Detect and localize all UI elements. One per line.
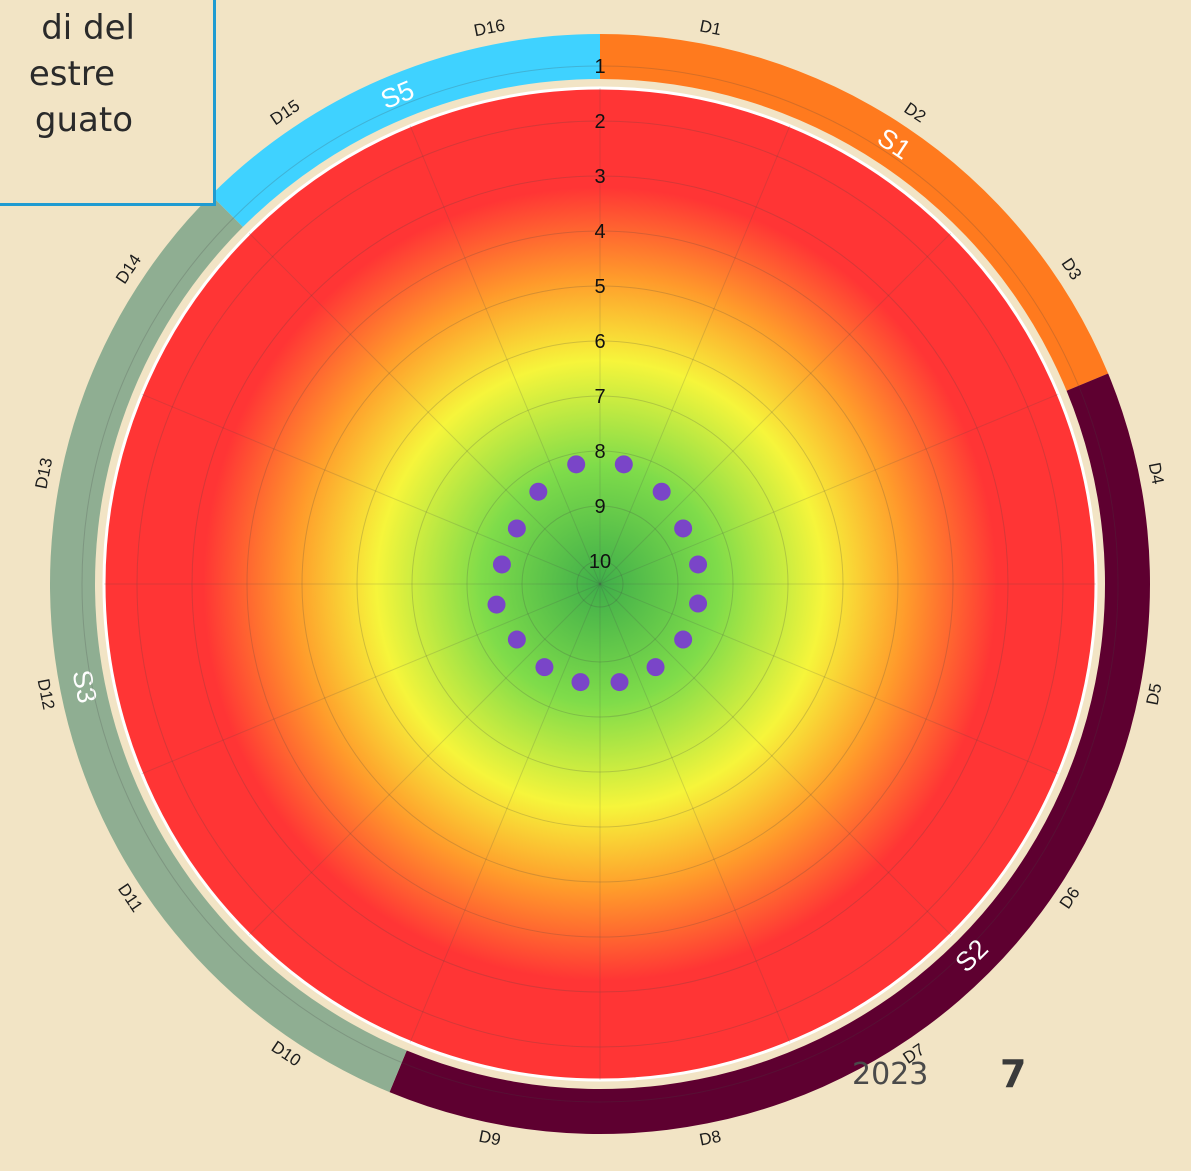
grid-ring bbox=[191, 175, 1009, 993]
note-line: di del bbox=[41, 8, 135, 48]
grid-ring bbox=[521, 505, 679, 663]
grid-spoke bbox=[599, 583, 791, 1043]
footer-date: 2023 bbox=[852, 1057, 929, 1092]
data-point bbox=[507, 519, 526, 538]
grid-ring bbox=[356, 340, 844, 828]
dimension-label: D16 bbox=[472, 16, 506, 41]
data-points bbox=[487, 455, 708, 692]
note-line: estre bbox=[28, 54, 115, 94]
dimension-label: D15 bbox=[267, 96, 303, 129]
grid-ring bbox=[576, 560, 624, 608]
note-line: guato bbox=[34, 100, 133, 140]
grid-spoke bbox=[599, 393, 1059, 585]
dimension-label: D1 bbox=[698, 16, 723, 39]
section-arc-s1 bbox=[600, 34, 1109, 391]
dimension-label: D4 bbox=[1145, 461, 1168, 486]
section-arc-s5 bbox=[211, 34, 601, 227]
data-point bbox=[674, 519, 693, 538]
radial-tick-label: 1 bbox=[594, 56, 605, 78]
grid-ring bbox=[246, 230, 954, 938]
radial-tick-label: 9 bbox=[594, 496, 605, 518]
section-arc-s3 bbox=[49, 195, 407, 1093]
section-arc-s2 bbox=[389, 373, 1151, 1134]
dimension-label: D13 bbox=[32, 456, 57, 490]
radial-tick-label: 8 bbox=[594, 441, 605, 463]
heatmap-disc bbox=[102, 86, 1098, 1082]
grid-spoke bbox=[599, 583, 1059, 775]
dimension-label: D9 bbox=[477, 1127, 502, 1150]
grid-spoke bbox=[599, 232, 952, 585]
grid-spoke bbox=[409, 125, 601, 585]
grid-spoke bbox=[409, 583, 601, 1043]
page-number: 7 bbox=[1000, 1052, 1027, 1096]
grid bbox=[81, 65, 1119, 1103]
grid-spoke bbox=[141, 393, 601, 585]
dimension-label: D6 bbox=[1056, 884, 1084, 913]
radial-tick-label: 3 bbox=[594, 166, 605, 188]
data-point bbox=[689, 555, 708, 574]
grid-spoke bbox=[248, 232, 601, 585]
grid-spoke bbox=[599, 583, 952, 936]
data-point bbox=[689, 594, 708, 613]
dimension-label: D12 bbox=[34, 677, 59, 711]
data-point bbox=[487, 595, 506, 614]
data-point bbox=[614, 455, 633, 474]
radial-tick-label: 5 bbox=[594, 276, 605, 298]
data-point bbox=[492, 555, 511, 574]
data-point bbox=[646, 658, 665, 677]
grid-ring bbox=[136, 120, 1064, 1048]
dimension-label: D3 bbox=[1058, 255, 1086, 284]
grid-ring bbox=[301, 285, 899, 883]
dimension-label: D14 bbox=[112, 251, 145, 287]
note-box: di del estre guato bbox=[0, 0, 216, 206]
grid-ring bbox=[81, 65, 1119, 1103]
grid-spoke bbox=[599, 125, 791, 585]
radial-scale: 1 2 3 4 5 6 7 8 9 10 bbox=[589, 56, 611, 573]
radial-tick-label: 7 bbox=[594, 386, 605, 408]
dimension-label: D5 bbox=[1143, 682, 1166, 707]
data-point bbox=[571, 673, 590, 692]
grid-spoke bbox=[248, 583, 601, 936]
dimension-label: D8 bbox=[698, 1127, 723, 1150]
data-point bbox=[529, 482, 548, 501]
grid-ring bbox=[411, 395, 789, 773]
radial-tick-label: 6 bbox=[594, 331, 605, 353]
dimension-label: D2 bbox=[901, 99, 930, 127]
data-point bbox=[652, 482, 671, 501]
data-point bbox=[674, 630, 693, 649]
radial-tick-label: 2 bbox=[594, 111, 605, 133]
data-point bbox=[507, 630, 526, 649]
data-point bbox=[535, 658, 554, 677]
grid-spoke bbox=[141, 583, 601, 775]
grid-ring bbox=[466, 450, 734, 718]
section-label: S3 bbox=[67, 667, 103, 705]
radial-tick-label: 4 bbox=[594, 221, 605, 243]
data-point bbox=[567, 455, 586, 474]
data-point bbox=[610, 673, 629, 692]
radial-tick-label: 10 bbox=[589, 551, 611, 573]
